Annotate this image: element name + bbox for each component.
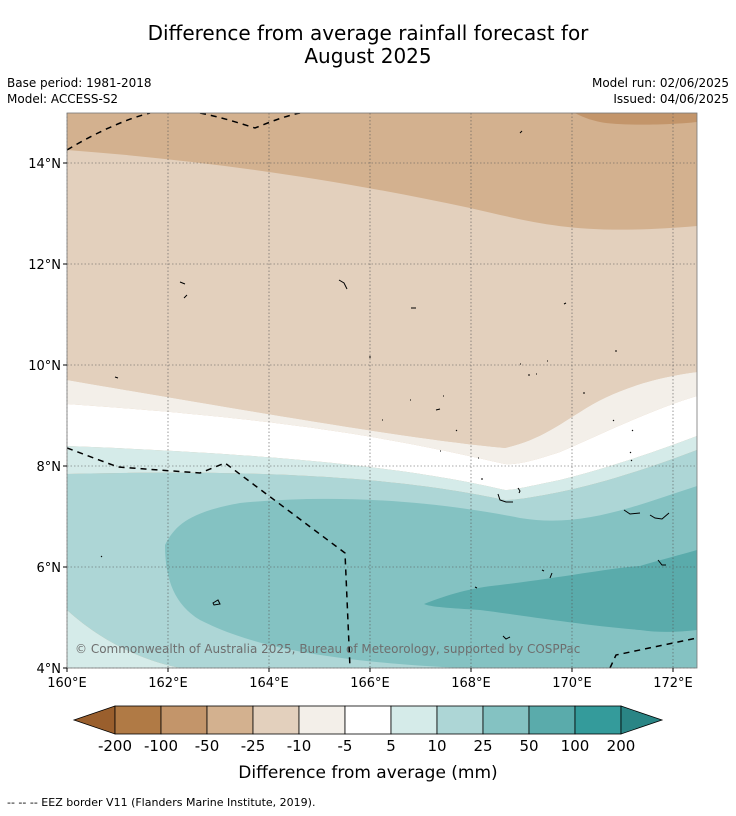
lon-label-168e: 168°E (451, 676, 491, 691)
lon-label-172e: 172°E (653, 676, 693, 691)
map-area (67, 113, 697, 668)
tick-marks (63, 162, 674, 672)
chart-title: Difference from average rainfall forecas… (0, 22, 736, 68)
lat-label-8n: 8°N (37, 460, 62, 475)
model-name: Model: ACCESS-S2 (7, 92, 119, 106)
colorbar-swatch (436, 705, 484, 735)
lon-label-162e: 162°E (148, 676, 188, 691)
colorbar-swatch (482, 705, 530, 735)
map-frame (66, 112, 698, 669)
colorbar-tick-label: 200 (607, 737, 636, 755)
eez-border-middle (67, 447, 351, 668)
region-50-to-100 (424, 550, 697, 632)
colorbar-tick-label: -25 (241, 737, 266, 755)
lon-label-160e: 160°E (47, 676, 87, 691)
colorbar (72, 705, 664, 735)
colorbar-extend-high (620, 705, 664, 735)
eez-border-south (609, 637, 697, 668)
colorbar-title: Difference from average (mm) (238, 763, 497, 783)
region-25-to-50 (165, 486, 697, 668)
title-line-1: Difference from average rainfall forecas… (147, 21, 589, 45)
lat-label-14n: 14°N (28, 157, 61, 172)
eez-border-north (67, 113, 301, 151)
region-neutral (67, 396, 697, 490)
lon-label-166e: 166°E (350, 676, 390, 691)
region-minus-10-to-5 (67, 150, 697, 448)
issued-date: Issued: 04/06/2025 (613, 92, 729, 106)
model-run: Model run: 02/06/2025 (591, 76, 729, 90)
eez-borders (67, 113, 697, 668)
region-minus-5-to-5-light (67, 372, 697, 465)
longitude-labels: 160°E 162°E 164°E 166°E 168°E 170°E 172°… (47, 676, 693, 691)
colorbar-tick-label: 25 (473, 737, 492, 755)
colorbar-tick-label: 5 (386, 737, 396, 755)
colorbar-swatch (206, 705, 254, 735)
lon-label-170e: 170°E (552, 676, 592, 691)
lat-label-6n: 6°N (37, 561, 62, 576)
colorbar-swatch (160, 705, 208, 735)
region-minus-50-to-25 (575, 113, 697, 125)
islands (100, 130, 670, 640)
colorbar-tick-label: 50 (519, 737, 538, 755)
colorbar-tick-label: 10 (427, 737, 446, 755)
colorbar-tick-label: -5 (338, 737, 353, 755)
meta-left: Base period: 1981-2018 Model: ACCESS-S2 (7, 75, 152, 107)
colorbar-extend-low (72, 705, 116, 735)
colorbar-swatch (528, 705, 576, 735)
colorbar-tick-label: 100 (561, 737, 590, 755)
colorbar-swatch (252, 705, 300, 735)
copyright-notice: © Commonwealth of Australia 2025, Bureau… (75, 642, 580, 656)
colorbar-tick-label: -100 (144, 737, 178, 755)
colorbar-swatch (344, 705, 392, 735)
lat-label-4n: 4°N (37, 662, 62, 677)
lon-label-164e: 164°E (249, 676, 289, 691)
colorbar-swatch (390, 705, 438, 735)
colorbar-tick-label: -10 (287, 737, 312, 755)
colorbar-tick-labels: -200 -100 -50 -25 -10 -5 5 10 25 50 100 200 (98, 737, 635, 755)
title-line-2: August 2025 (304, 44, 432, 68)
lat-label-12n: 12°N (28, 258, 61, 273)
lat-label-10n: 10°N (28, 359, 61, 374)
eez-legend-note: -- -- -- EEZ border V11 (Flanders Marine… (7, 796, 316, 809)
colorbar-tick-label: -200 (98, 737, 132, 755)
base-period: Base period: 1981-2018 (7, 76, 152, 90)
colorbar-swatch (298, 705, 346, 735)
meta-right: Model run: 02/06/2025 Issued: 04/06/2025 (592, 75, 729, 107)
region-5-to-10 (67, 436, 697, 668)
latitude-labels: 14°N 12°N 10°N 8°N 6°N 4°N (28, 157, 61, 677)
colorbar-tick-label: -50 (195, 737, 220, 755)
colorbar-swatch (574, 705, 622, 735)
colorbar-swatch (114, 705, 162, 735)
